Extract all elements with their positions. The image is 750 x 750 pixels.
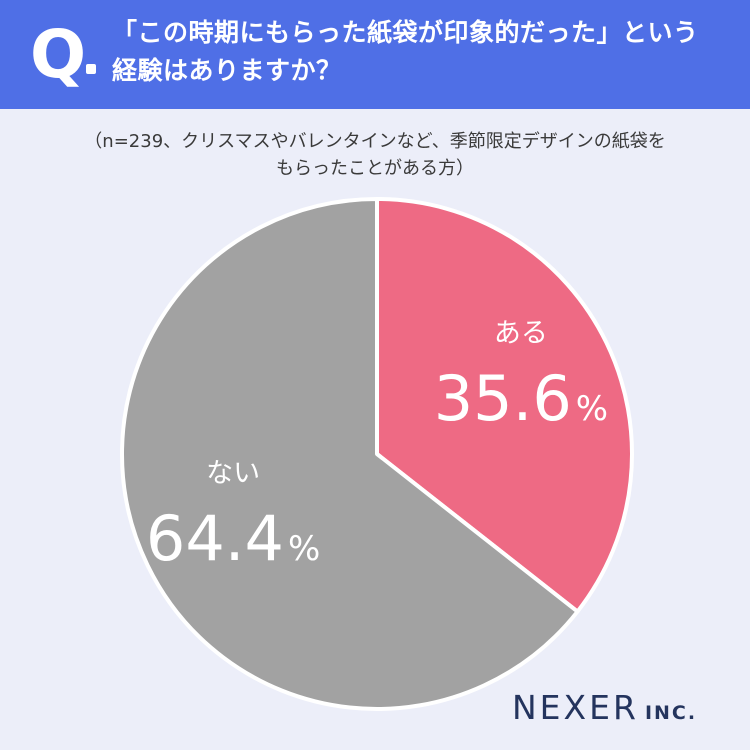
- slice-value-no: 64.4%: [146, 502, 320, 575]
- question-header: Q 「この時期にもらった紙袋が印象的だった」という 経験はありますか？: [0, 0, 750, 109]
- pie-slice-yes: [375, 197, 634, 614]
- question-line-2: 経験はありますか？: [112, 56, 342, 85]
- slice-label-no: ない: [206, 458, 260, 489]
- brand-suffix: INC.: [644, 702, 698, 724]
- q-dot-icon: [86, 64, 96, 74]
- sample-note-line-2: もらったことがある方）: [276, 158, 474, 179]
- slice-label-yes: ある: [494, 318, 548, 349]
- pie-slice-no: [120, 197, 580, 711]
- question-text: 「この時期にもらった紙袋が印象的だった」という 経験はありますか？: [112, 14, 732, 90]
- sample-note-line-1: （n=239、クリスマスやバレンタインなど、季節限定デザインの紙袋を: [84, 131, 666, 152]
- slice-value-yes: 35.6%: [434, 362, 608, 435]
- sample-note: （n=239、クリスマスやバレンタインなど、季節限定デザインの紙袋を もらったこ…: [0, 128, 750, 182]
- brand-name: NEXER: [512, 688, 639, 727]
- question-line-1: 「この時期にもらった紙袋が印象的だった」という: [112, 18, 699, 47]
- q-label: Q: [30, 16, 87, 93]
- company-logo: NEXER INC.: [512, 688, 697, 727]
